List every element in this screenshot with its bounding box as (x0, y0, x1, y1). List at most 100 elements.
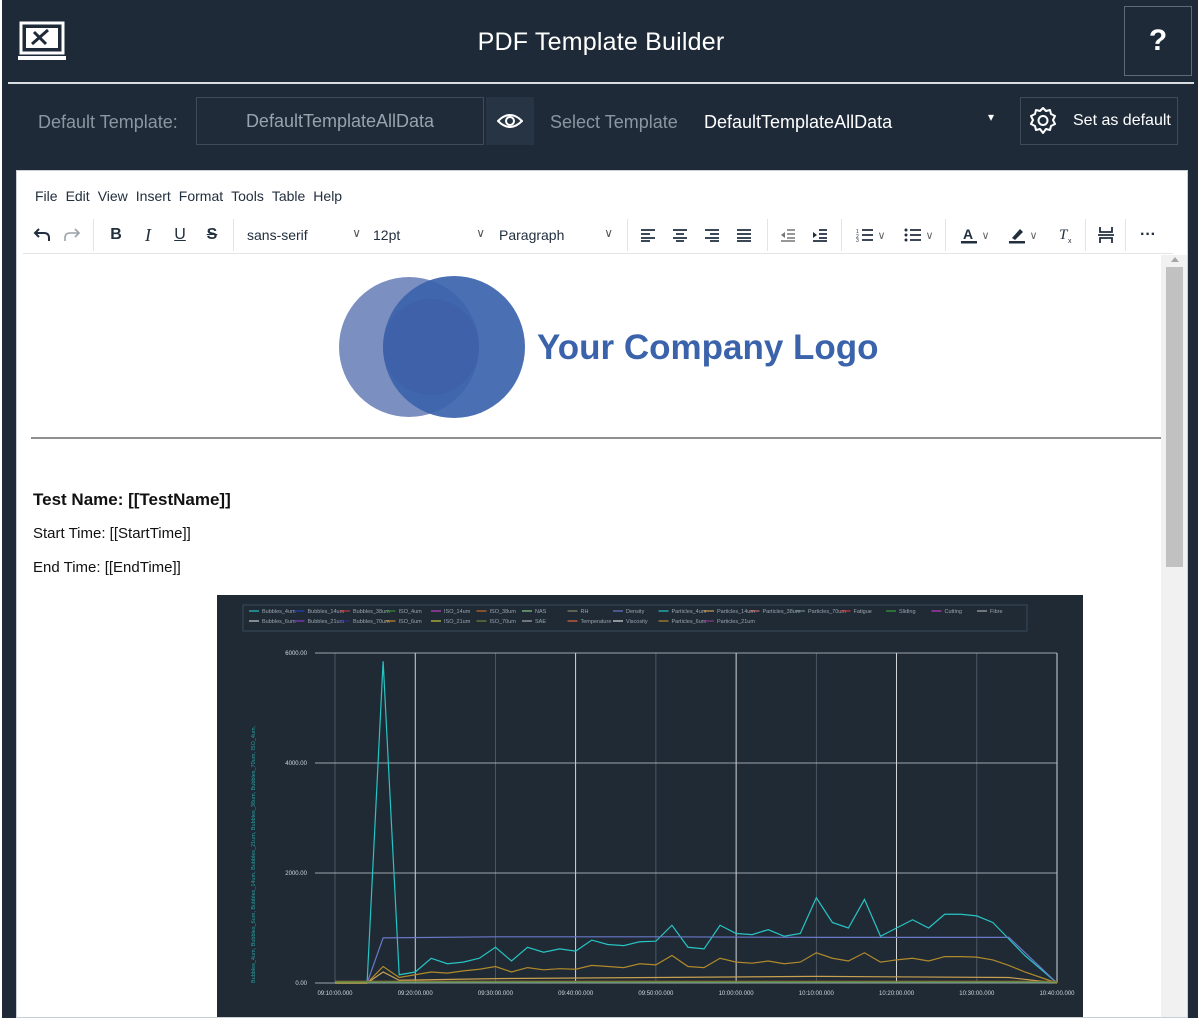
legend-label: ISO_6um (399, 619, 423, 625)
legend-label: Sliding (899, 609, 916, 615)
align-center-icon[interactable] (667, 221, 693, 249)
series-line (335, 936, 1058, 984)
legend-label: ISO_70um (490, 619, 517, 625)
scroll-up-icon[interactable] (1171, 257, 1179, 262)
help-button[interactable]: ? (1124, 6, 1192, 76)
legend-label: Fibre (990, 609, 1003, 615)
font-size-value: 12pt (373, 227, 401, 243)
menu-help[interactable]: Help (313, 188, 343, 204)
menu-file[interactable]: File (35, 188, 58, 204)
more-icon[interactable]: ··· (1140, 226, 1156, 243)
block-format-value: Paragraph (499, 227, 565, 243)
legend-label: ISO_4um (399, 609, 423, 615)
template-bar: Default Template: DefaultTemplateAllData… (8, 86, 1194, 158)
document-body[interactable]: Your Company Logo Test Name: [[TestName]… (25, 255, 1161, 1017)
text-color-icon[interactable]: A ∨ (961, 226, 990, 244)
indent-icon[interactable] (807, 221, 833, 249)
legend-label: Particles_70um (808, 609, 846, 615)
chevron-down-icon: ∨ (352, 226, 361, 240)
x-tick-label: 10:10:00.000 (799, 991, 835, 997)
legend-label: Particles_6um (672, 619, 707, 625)
strikethrough-icon[interactable]: S (206, 226, 218, 243)
x-tick-label: 09:30:00.000 (478, 991, 514, 997)
y-tick-label: 6000.00 (285, 651, 307, 657)
menu-tools[interactable]: Tools (231, 188, 264, 204)
legend-label: Bubbles_14um (308, 609, 345, 615)
legend-label: Viscosity (626, 619, 648, 625)
y-tick-label: 4000.00 (285, 761, 307, 767)
set-as-default-button[interactable]: Set as default (1020, 97, 1178, 145)
outdent-icon[interactable] (775, 221, 801, 249)
align-left-icon[interactable] (635, 221, 661, 249)
svg-text:A: A (963, 226, 973, 242)
title-bar: PDF Template Builder ? (8, 6, 1194, 84)
font-size-select[interactable]: 12pt ∨ (373, 221, 489, 249)
y-axis-label: Bubbles_4um, Bubbles_6um, Bubbles_14um, … (251, 725, 257, 983)
end-time-field: End Time: [[EndTime]] (33, 559, 181, 576)
svg-text:1: 1 (856, 229, 859, 235)
legend-label: Bubbles_70um (353, 619, 390, 625)
pdf-builder-app-icon (18, 21, 66, 60)
legend-label: Particles_38um (763, 609, 801, 615)
menu-format[interactable]: Format (178, 188, 224, 204)
legend-label: Bubbles_6um (262, 619, 296, 625)
editor-menubar: File Edit View Insert Format Tools Table… (17, 183, 350, 209)
series-line (335, 661, 1058, 984)
legend-label: Particles_21um (717, 619, 755, 625)
menu-edit[interactable]: Edit (65, 188, 90, 204)
legend-label: Density (626, 609, 645, 615)
series-line (335, 952, 1058, 984)
select-template-label: Select Template (550, 112, 678, 132)
x-tick-label: 09:10:00.000 (317, 991, 353, 997)
italic-icon[interactable]: I (145, 224, 151, 245)
legend-label: Cutting (945, 609, 962, 615)
chart-legend (242, 604, 1028, 632)
bold-icon[interactable]: B (110, 226, 122, 243)
legend-label: SAE (535, 619, 546, 625)
redo-icon[interactable] (59, 221, 85, 249)
default-template-label: Default Template: (38, 112, 178, 132)
legend-label: Bubbles_38um (353, 609, 390, 615)
block-format-select[interactable]: Paragraph ∨ (499, 221, 617, 249)
x-tick-label: 09:20:00.000 (398, 991, 434, 997)
font-family-select[interactable]: sans-serif ∨ (247, 221, 365, 249)
page-break-icon[interactable] (1093, 221, 1119, 249)
menu-insert[interactable]: Insert (135, 188, 171, 204)
legend-label: Particles_14um (717, 609, 755, 615)
y-tick-label: 2000.00 (285, 871, 307, 877)
chevron-down-icon[interactable]: ▾ (988, 110, 995, 124)
x-tick-label: 10:00:00.000 (719, 991, 755, 997)
scrollbar-thumb[interactable] (1166, 267, 1183, 567)
legend-label: NAS (535, 609, 547, 615)
undo-icon[interactable] (29, 221, 55, 249)
chevron-down-icon: ∨ (476, 226, 485, 240)
align-right-icon[interactable] (699, 221, 725, 249)
legend-label: Bubbles_4um (262, 609, 296, 615)
x-tick-label: 09:40:00.000 (558, 991, 594, 997)
bullet-list-icon[interactable]: ∨ (897, 221, 941, 249)
menu-view[interactable]: View (97, 188, 128, 204)
app-title: PDF Template Builder (477, 28, 725, 56)
highlight-color-icon[interactable]: ∨ (1001, 221, 1045, 249)
preview-button[interactable] (486, 97, 534, 145)
x-tick-label: 09:50:00.000 (638, 991, 674, 997)
svg-text:x: x (1068, 238, 1072, 244)
align-justify-icon[interactable] (731, 221, 757, 249)
template-select[interactable]: DefaultTemplateAllData (704, 112, 893, 132)
legend-label: ISO_21um (444, 619, 471, 625)
editor-toolbar: B I U S sans-serif ∨ 12pt ∨ Paragraph ∨ (23, 217, 1173, 254)
legend-label: ISO_38um (490, 609, 517, 615)
svg-text:T: T (1059, 227, 1069, 243)
default-template-field: DefaultTemplateAllData (196, 97, 484, 145)
svg-text:3: 3 (856, 238, 859, 242)
series-line (335, 971, 1058, 984)
x-tick-label: 10:20:00.000 (879, 991, 915, 997)
set-as-default-label: Set as default (1073, 112, 1171, 129)
divider (31, 437, 1161, 439)
underline-icon[interactable]: U (174, 226, 186, 243)
chevron-down-icon: ∨ (604, 226, 613, 240)
menu-table[interactable]: Table (271, 188, 306, 204)
